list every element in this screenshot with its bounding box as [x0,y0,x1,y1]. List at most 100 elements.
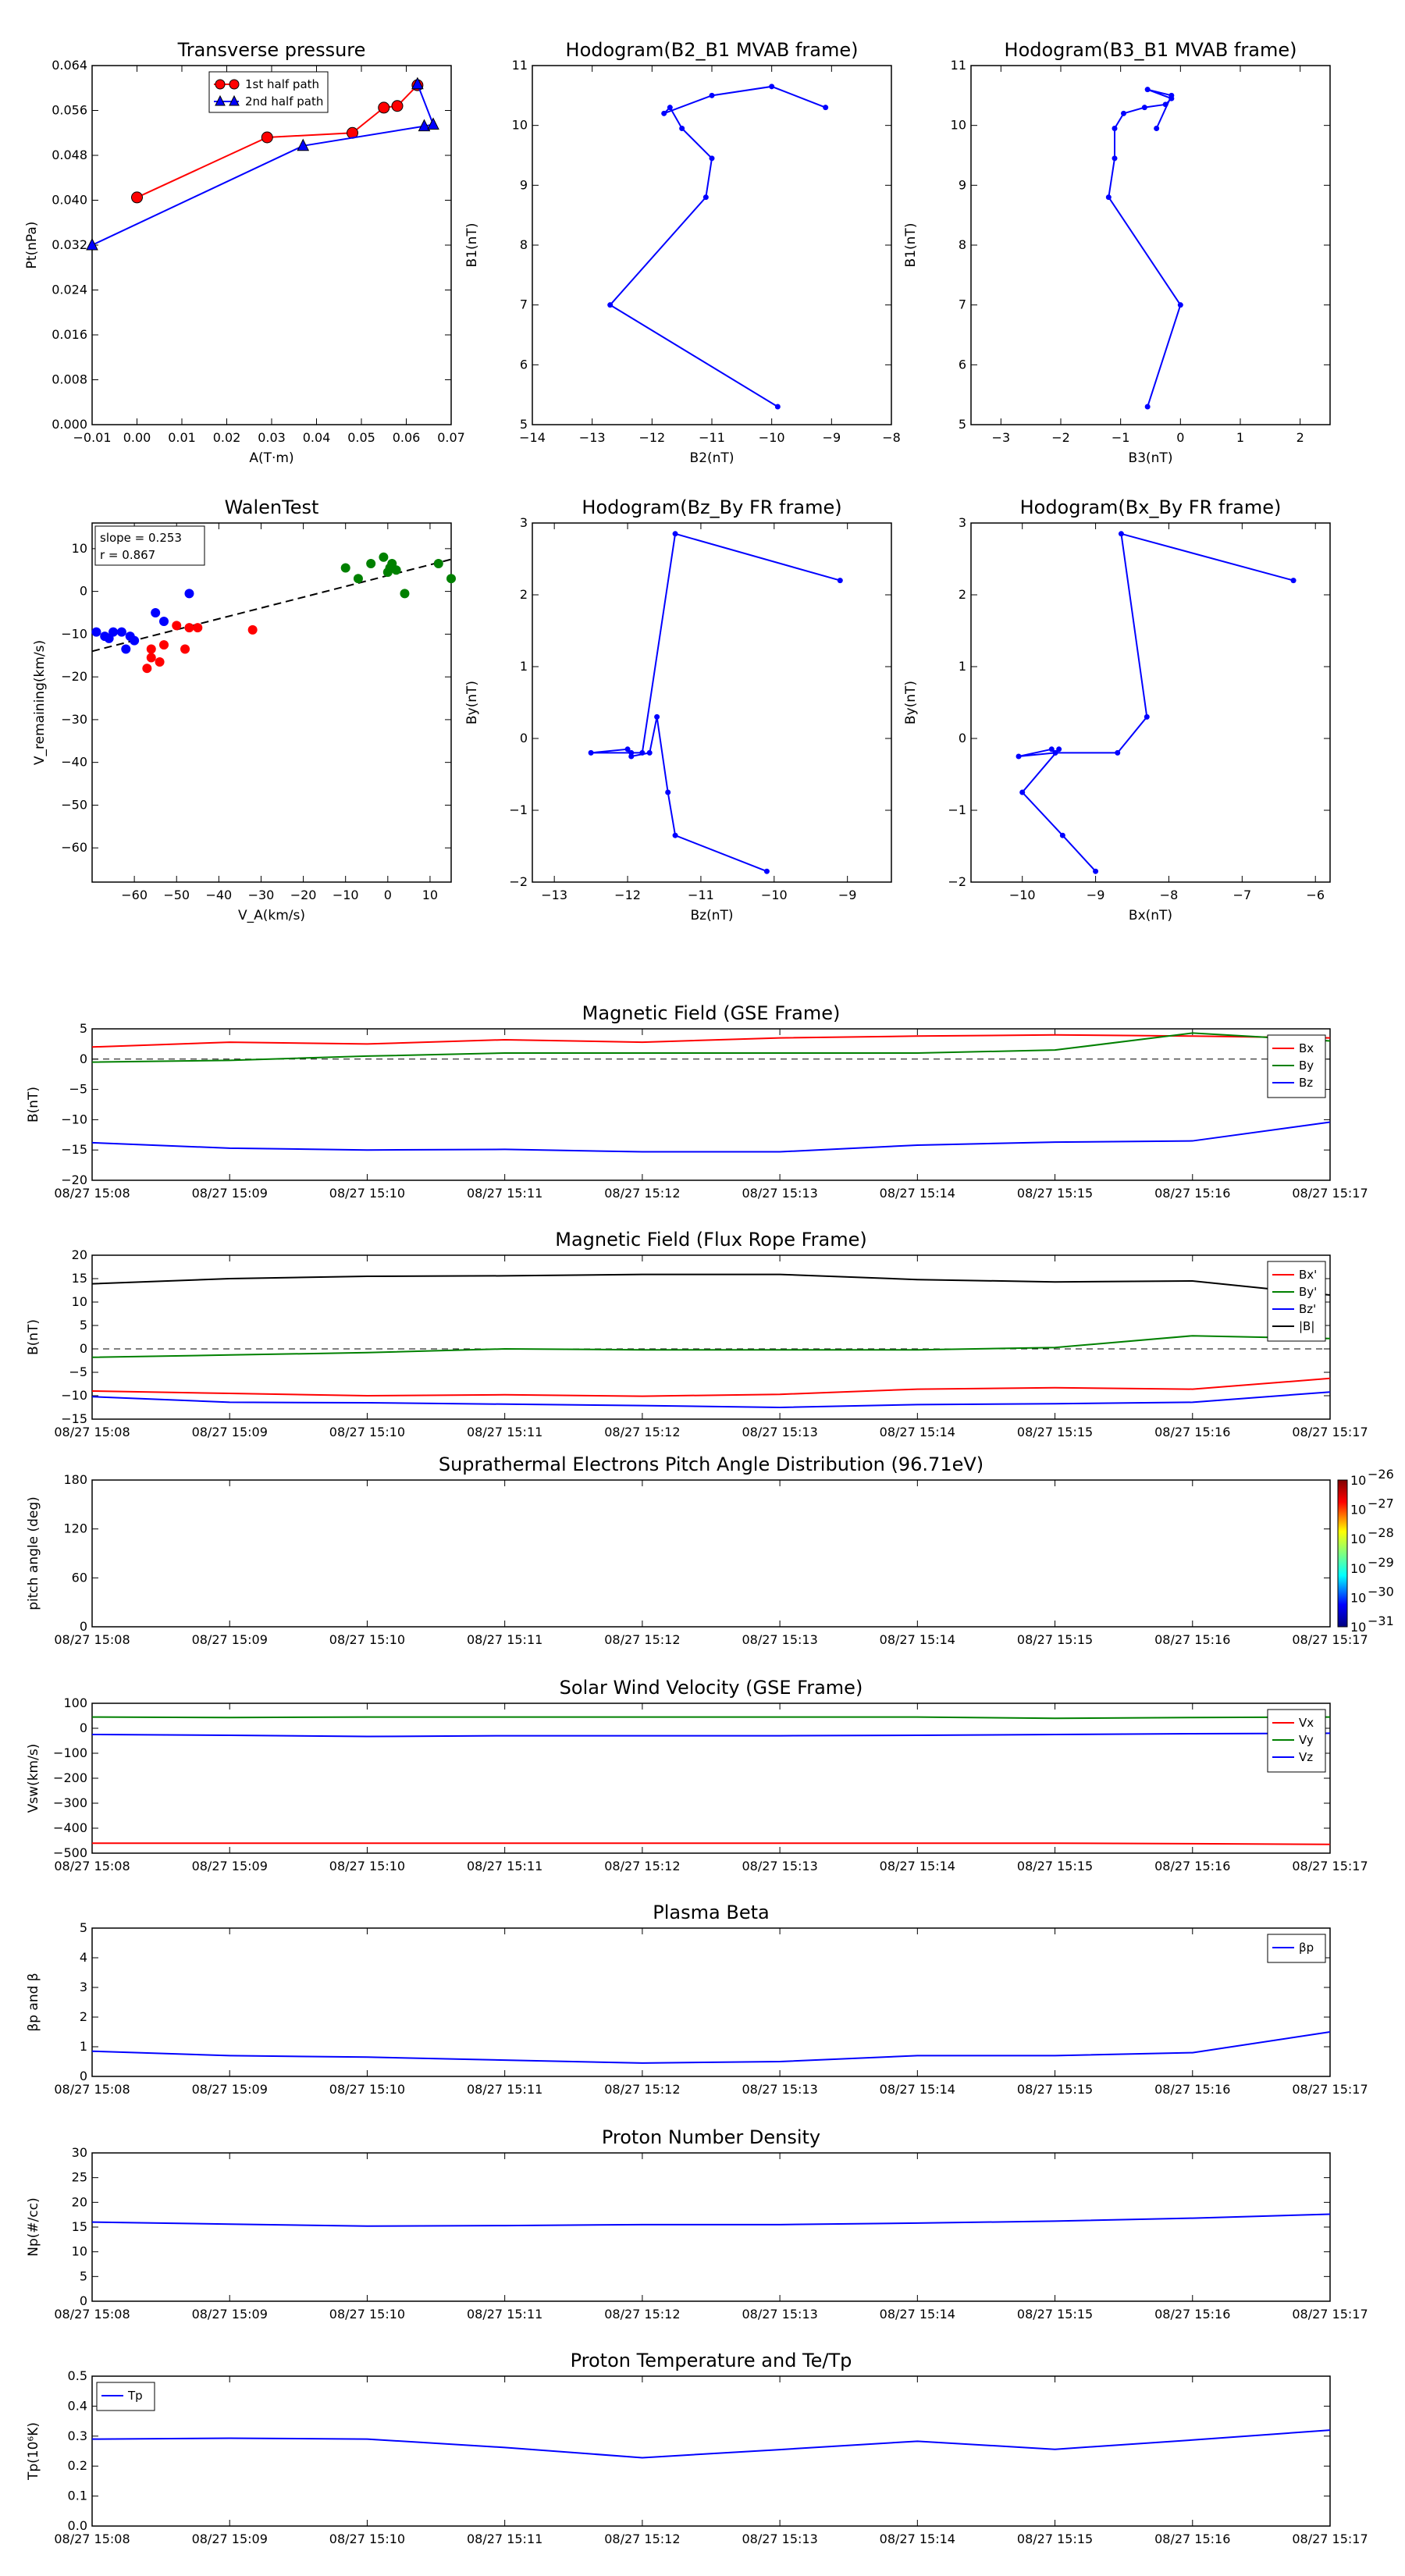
x-tick-label: 08/27 15:16 [1154,1425,1230,1439]
x-tick-label: −12 [638,430,665,445]
x-tick-label: 08/27 15:11 [467,2532,542,2546]
colorbar-label: 10 [1350,1620,1366,1635]
x-tick-label: 08/27 15:14 [880,1859,955,1873]
y-axis-label: βp and β [26,1973,41,2031]
chart-title: Hodogram(B3_B1 MVAB frame) [1005,39,1297,61]
x-tick-label: 08/27 15:15 [1017,1859,1093,1873]
chart-title: Proton Number Density [602,2126,820,2148]
plot-frame-9 [91,1703,1331,1854]
x-tick-label: −9 [1087,888,1105,902]
series-group [92,1032,1330,1153]
x-tick-label: 0.04 [303,430,331,445]
y-tick-label: 0 [80,1341,87,1356]
y-tick-label: 0 [520,731,528,745]
y-tick-label: 3 [520,515,528,530]
data-marker [639,749,646,756]
y-tick-label: 100 [63,1695,87,1710]
colorbar-exponent: −26 [1368,1467,1394,1482]
y-axis-label: By(nT) [903,681,919,724]
x-tick-label: 08/27 15:09 [192,1186,268,1201]
legend-label: Vz [1299,1750,1313,1764]
data-marker [1290,578,1297,584]
y-axis-label: B(nT) [26,1087,41,1123]
y-tick-label: 10 [72,1294,87,1309]
x-tick-label: −14 [519,430,546,445]
legend-marker [229,94,240,106]
series-line [1108,88,1182,407]
scatter-point [151,608,161,617]
colorbar-exponent: −30 [1368,1584,1394,1599]
scatter-point [104,633,114,643]
scatter-point [146,644,156,654]
series-group [92,1273,1330,1409]
scatter-point [247,624,258,635]
y-tick-label: −10 [61,1112,87,1126]
data-marker [1177,302,1183,308]
y-tick-label: 0.040 [52,193,87,208]
y-tick-label: 11 [512,58,528,73]
y-tick-label: 15 [72,2219,87,2234]
y-tick-label: 30 [72,2145,87,2160]
y-tick-label: 5 [520,417,528,432]
chart-title: Magnetic Field (Flux Rope Frame) [555,1229,866,1251]
x-tick-label: 08/27 15:17 [1292,2082,1368,2097]
colorbar-label: 10 [1350,1561,1366,1576]
y-tick-label: −20 [61,669,87,684]
x-tick-label: −2 [1051,430,1070,445]
legend-label: By [1299,1059,1314,1073]
x-tick-label: 08/27 15:17 [1292,1859,1368,1873]
data-marker [131,191,143,204]
data-marker [418,119,431,132]
data-marker [661,110,667,116]
data-marker [1144,713,1150,720]
x-tick-label: 0.07 [437,430,465,445]
data-marker [709,92,715,98]
data-marker [1112,155,1118,162]
y-axis-label: B(nT) [26,1319,41,1355]
y-tick-label: 0.064 [52,58,87,73]
x-tick-label: 0.02 [213,430,241,445]
x-tick-label: −50 [163,888,190,902]
plot-frame-5 [970,522,1331,883]
data-marker [1019,789,1026,795]
data-marker [624,746,631,753]
x-tick-label: 08/27 15:08 [54,2532,130,2546]
y-tick-label: 0 [80,1619,87,1634]
data-marker [763,868,770,874]
colorbar-label: 10 [1350,1590,1366,1605]
x-tick-label: 08/27 15:10 [329,2307,405,2322]
x-tick-label: −8 [882,430,901,445]
data-marker [588,749,594,756]
series-line [1018,532,1294,872]
plot-frame-3 [91,522,452,883]
x-axis-label: B3(nT) [1129,450,1173,466]
y-tick-label: 5 [80,2268,87,2283]
x-tick-label: 08/27 15:10 [329,1859,405,1873]
x-tick-label: −6 [1306,888,1325,902]
x-tick-label: 08/27 15:12 [604,2307,680,2322]
series-group [92,2213,1330,2227]
x-tick-label: 08/27 15:16 [1154,2532,1230,2546]
x-tick-label: 08/27 15:16 [1154,1632,1230,1647]
y-tick-label: 0.056 [52,103,87,118]
plot-frame-6 [91,1028,1331,1181]
data-marker [823,105,829,111]
x-tick-label: −13 [579,430,606,445]
data-marker [607,302,614,308]
x-tick-label: 10 [422,888,438,902]
y-tick-label: 0 [80,584,87,599]
x-tick-label: 2 [1297,430,1304,445]
x-tick-label: 08/27 15:17 [1292,2307,1368,2322]
y-tick-label: −300 [53,1795,87,1810]
plot-frame-2 [970,65,1331,425]
y-tick-label: 5 [959,417,966,432]
data-marker [1121,110,1126,116]
legend-label: Tp [127,2389,143,2403]
y-tick-label: 0 [80,1720,87,1735]
chart-title: Proton Temperature and Te/Tp [571,2350,852,2371]
chart-title: WalenTest [225,496,319,518]
x-tick-label: 08/27 15:11 [467,2082,542,2097]
x-tick-label: 08/27 15:15 [1017,2532,1093,2546]
x-tick-label: 08/27 15:12 [604,1859,680,1873]
series-line [591,532,841,873]
